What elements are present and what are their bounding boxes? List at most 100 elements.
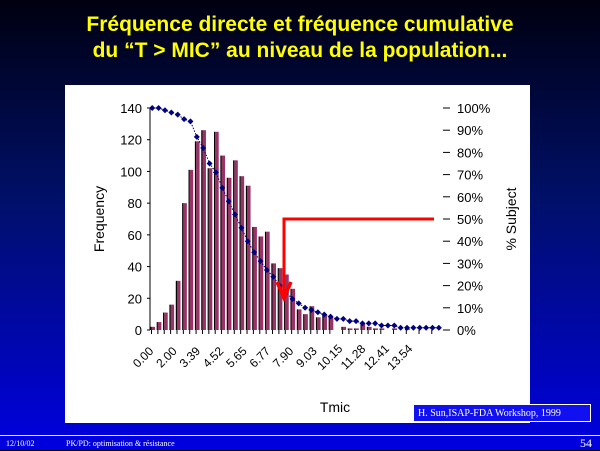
bar-edge: [296, 309, 298, 330]
cumulative-point: [321, 311, 328, 318]
bar-edge: [207, 168, 209, 330]
y-tick-label: 100: [120, 164, 142, 179]
annotation-line: [282, 217, 434, 298]
cumulative-point: [333, 315, 340, 322]
y2-tick-label: 100%: [457, 101, 491, 116]
cumulative-point: [435, 324, 442, 331]
bar: [355, 328, 359, 330]
y2-tick-label: 20%: [457, 279, 483, 294]
bar: [164, 312, 168, 330]
y-axis-title: Frequency: [91, 186, 107, 252]
y2-tick-label: 30%: [457, 256, 483, 271]
bar-edge: [220, 155, 222, 330]
bar: [380, 328, 385, 330]
cumulative-point: [181, 116, 188, 123]
bar: [176, 280, 181, 330]
cumulative-point: [391, 322, 398, 329]
bar: [259, 236, 264, 330]
bar-edge: [277, 268, 279, 330]
bar: [221, 155, 226, 330]
y2-tick-label: 90%: [457, 123, 483, 138]
cumulative-point: [314, 309, 321, 316]
cumulative-point: [244, 238, 251, 245]
bar-edge: [150, 326, 152, 330]
bar-edge: [315, 317, 318, 330]
cumulative-point: [212, 169, 219, 176]
cumulative-point: [219, 184, 226, 191]
cumulative-point: [149, 105, 156, 111]
y-tick-label: 120: [120, 133, 142, 148]
x-tick-label: 5.65: [223, 344, 250, 371]
bar: [278, 268, 283, 330]
bar: [266, 231, 270, 330]
cumulative-point: [225, 198, 232, 205]
bar: [151, 326, 156, 330]
cumulative-point: [397, 324, 404, 331]
bar: [227, 177, 232, 330]
y2-tick-label: 0%: [457, 323, 476, 338]
bar: [291, 288, 296, 330]
bar: [285, 274, 289, 330]
bar-edge: [239, 176, 241, 330]
x-tick-label: 12.41: [361, 341, 392, 372]
cumulative-point: [161, 107, 168, 114]
y2-tick-label: 60%: [457, 190, 483, 205]
y-tick-label: 140: [120, 101, 142, 116]
cumulative-point: [423, 324, 430, 331]
cumulative-point: [372, 320, 379, 327]
cumulative-point: [365, 320, 372, 327]
bar-edge: [264, 231, 267, 330]
bar: [183, 203, 187, 330]
bar: [196, 141, 200, 330]
cumulative-point: [257, 258, 264, 265]
source-citation: H. Sun,ISAP-FDA Workshop, 1999: [413, 404, 591, 422]
x-tick-label: 9.03: [293, 344, 320, 371]
bar: [323, 315, 327, 330]
bar-edge: [163, 312, 165, 330]
cumulative-point: [263, 267, 270, 274]
bar: [215, 131, 219, 330]
x-tick-label: 4.52: [200, 344, 227, 371]
bar: [253, 226, 257, 330]
cumulative-point: [416, 324, 423, 331]
bar-edge: [258, 236, 260, 330]
bar-edge: [379, 328, 381, 330]
bar-edge: [354, 328, 356, 330]
bar-edge: [284, 274, 286, 330]
cumulative-point: [295, 300, 302, 307]
cumulative-point: [346, 318, 353, 325]
cumulative-point: [232, 211, 239, 218]
bar: [272, 263, 277, 330]
bar: [208, 168, 213, 330]
y2-axis-title: % Subject: [503, 187, 519, 250]
cumulative-point: [270, 273, 277, 280]
y2-tick-label: 40%: [457, 234, 483, 249]
bar: [342, 326, 347, 330]
x-tick-label: 2.00: [153, 344, 180, 371]
bar: [240, 176, 245, 330]
bar: [374, 328, 378, 330]
cumulative-point: [187, 118, 194, 125]
bar-edge: [188, 169, 190, 330]
bar-edge: [169, 304, 171, 330]
bar: [170, 304, 175, 330]
y2-tick-label: 80%: [457, 145, 483, 160]
bar-edge: [182, 203, 184, 330]
cumulative-point: [200, 144, 207, 151]
bar-edge: [233, 160, 235, 330]
cumulative-point: [206, 160, 213, 167]
y-tick-label: 0: [135, 323, 142, 338]
bar-edge: [309, 306, 311, 330]
chart-panel: [65, 85, 530, 423]
cumulative-point: [238, 224, 245, 231]
bar: [247, 185, 251, 330]
y2-tick-label: 50%: [457, 212, 483, 227]
slide-title: Fréquence directe et fréquence cumulativ…: [0, 12, 600, 64]
bar-edge: [290, 288, 292, 330]
x-tick-label: 10.15: [314, 341, 345, 372]
cumulative-point: [353, 318, 360, 325]
bar: [202, 130, 206, 330]
cumulative-line: [152, 107, 439, 329]
bar-edge: [252, 226, 254, 330]
